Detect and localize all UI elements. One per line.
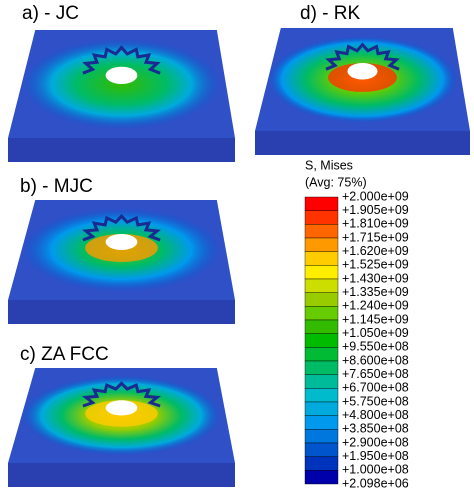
- stress-field: [21, 38, 222, 130]
- petals: [82, 214, 161, 242]
- legend-label: +1.335e+09: [342, 285, 409, 299]
- panel-label: c) ZA FCC: [20, 344, 109, 365]
- legend-swatch: [304, 265, 339, 280]
- legend-swatch: [304, 456, 339, 471]
- crater: [105, 66, 138, 84]
- legend-label: +1.145e+09: [342, 312, 409, 326]
- legend-label: +2.900e+08: [342, 435, 409, 449]
- legend-label: +1.430e+09: [342, 271, 409, 285]
- petals: [325, 42, 400, 71]
- legend-label: +6.700e+08: [342, 381, 409, 395]
- crater: [105, 234, 138, 250]
- legend-label: +4.800e+08: [342, 408, 409, 422]
- legend-swatch: [304, 251, 339, 266]
- legend-title: S, Mises: [305, 158, 353, 172]
- legend-subtitle: (Avg: 75%): [305, 175, 367, 189]
- legend-swatch: [304, 360, 339, 375]
- legend-label: +8.600e+08: [342, 353, 409, 367]
- legend-swatch: [304, 196, 339, 211]
- slab-front: [8, 463, 235, 487]
- legend-swatch: [304, 401, 339, 416]
- legend-label: +1.715e+09: [342, 230, 409, 244]
- crater: [347, 63, 378, 80]
- legend-swatch: [304, 333, 339, 348]
- legend-swatch: [304, 224, 339, 239]
- legend-label: +1.810e+09: [342, 217, 409, 231]
- legend-label: +2.098e+06: [342, 476, 409, 490]
- panel-label: a) - JC: [22, 3, 79, 24]
- legend-swatch: [304, 374, 339, 389]
- panel-label: b) - MJC: [20, 176, 93, 197]
- legend-label: +1.050e+09: [342, 326, 409, 340]
- legend-swatch: [304, 306, 339, 321]
- legend-label: +1.000e+08: [342, 463, 409, 477]
- legend-label: +1.950e+08: [342, 449, 409, 463]
- slab-front: [8, 300, 235, 324]
- legend-label: +7.650e+08: [342, 367, 409, 381]
- legend-label: +1.620e+09: [342, 244, 409, 258]
- legend-swatch: [304, 470, 339, 485]
- petals: [81, 381, 162, 408]
- legend-label: +2.000e+09: [342, 189, 409, 203]
- slab-front: [8, 138, 235, 162]
- legend-label: +1.525e+09: [342, 258, 409, 272]
- legend-swatch: [304, 442, 339, 457]
- legend-swatch: [304, 319, 339, 334]
- crater: [105, 400, 138, 416]
- legend-swatch: [304, 347, 339, 362]
- legend-swatch: [304, 292, 339, 307]
- legend-swatch: [304, 278, 339, 293]
- legend-swatch: [304, 237, 339, 252]
- legend-label: +9.550e+08: [342, 340, 409, 354]
- legend-label: +3.850e+08: [342, 422, 409, 436]
- legend-label: +5.750e+08: [342, 394, 409, 408]
- slab-front: [255, 131, 470, 155]
- legend-label: +1.905e+09: [342, 203, 409, 217]
- legend-swatch: [304, 210, 339, 225]
- legend-label: +1.240e+09: [342, 299, 409, 313]
- legend-swatch: [304, 429, 339, 444]
- petals: [82, 45, 161, 75]
- legend-swatch: [304, 388, 339, 403]
- legend-swatch: [304, 415, 339, 430]
- panel-label: d) - RK: [300, 3, 361, 24]
